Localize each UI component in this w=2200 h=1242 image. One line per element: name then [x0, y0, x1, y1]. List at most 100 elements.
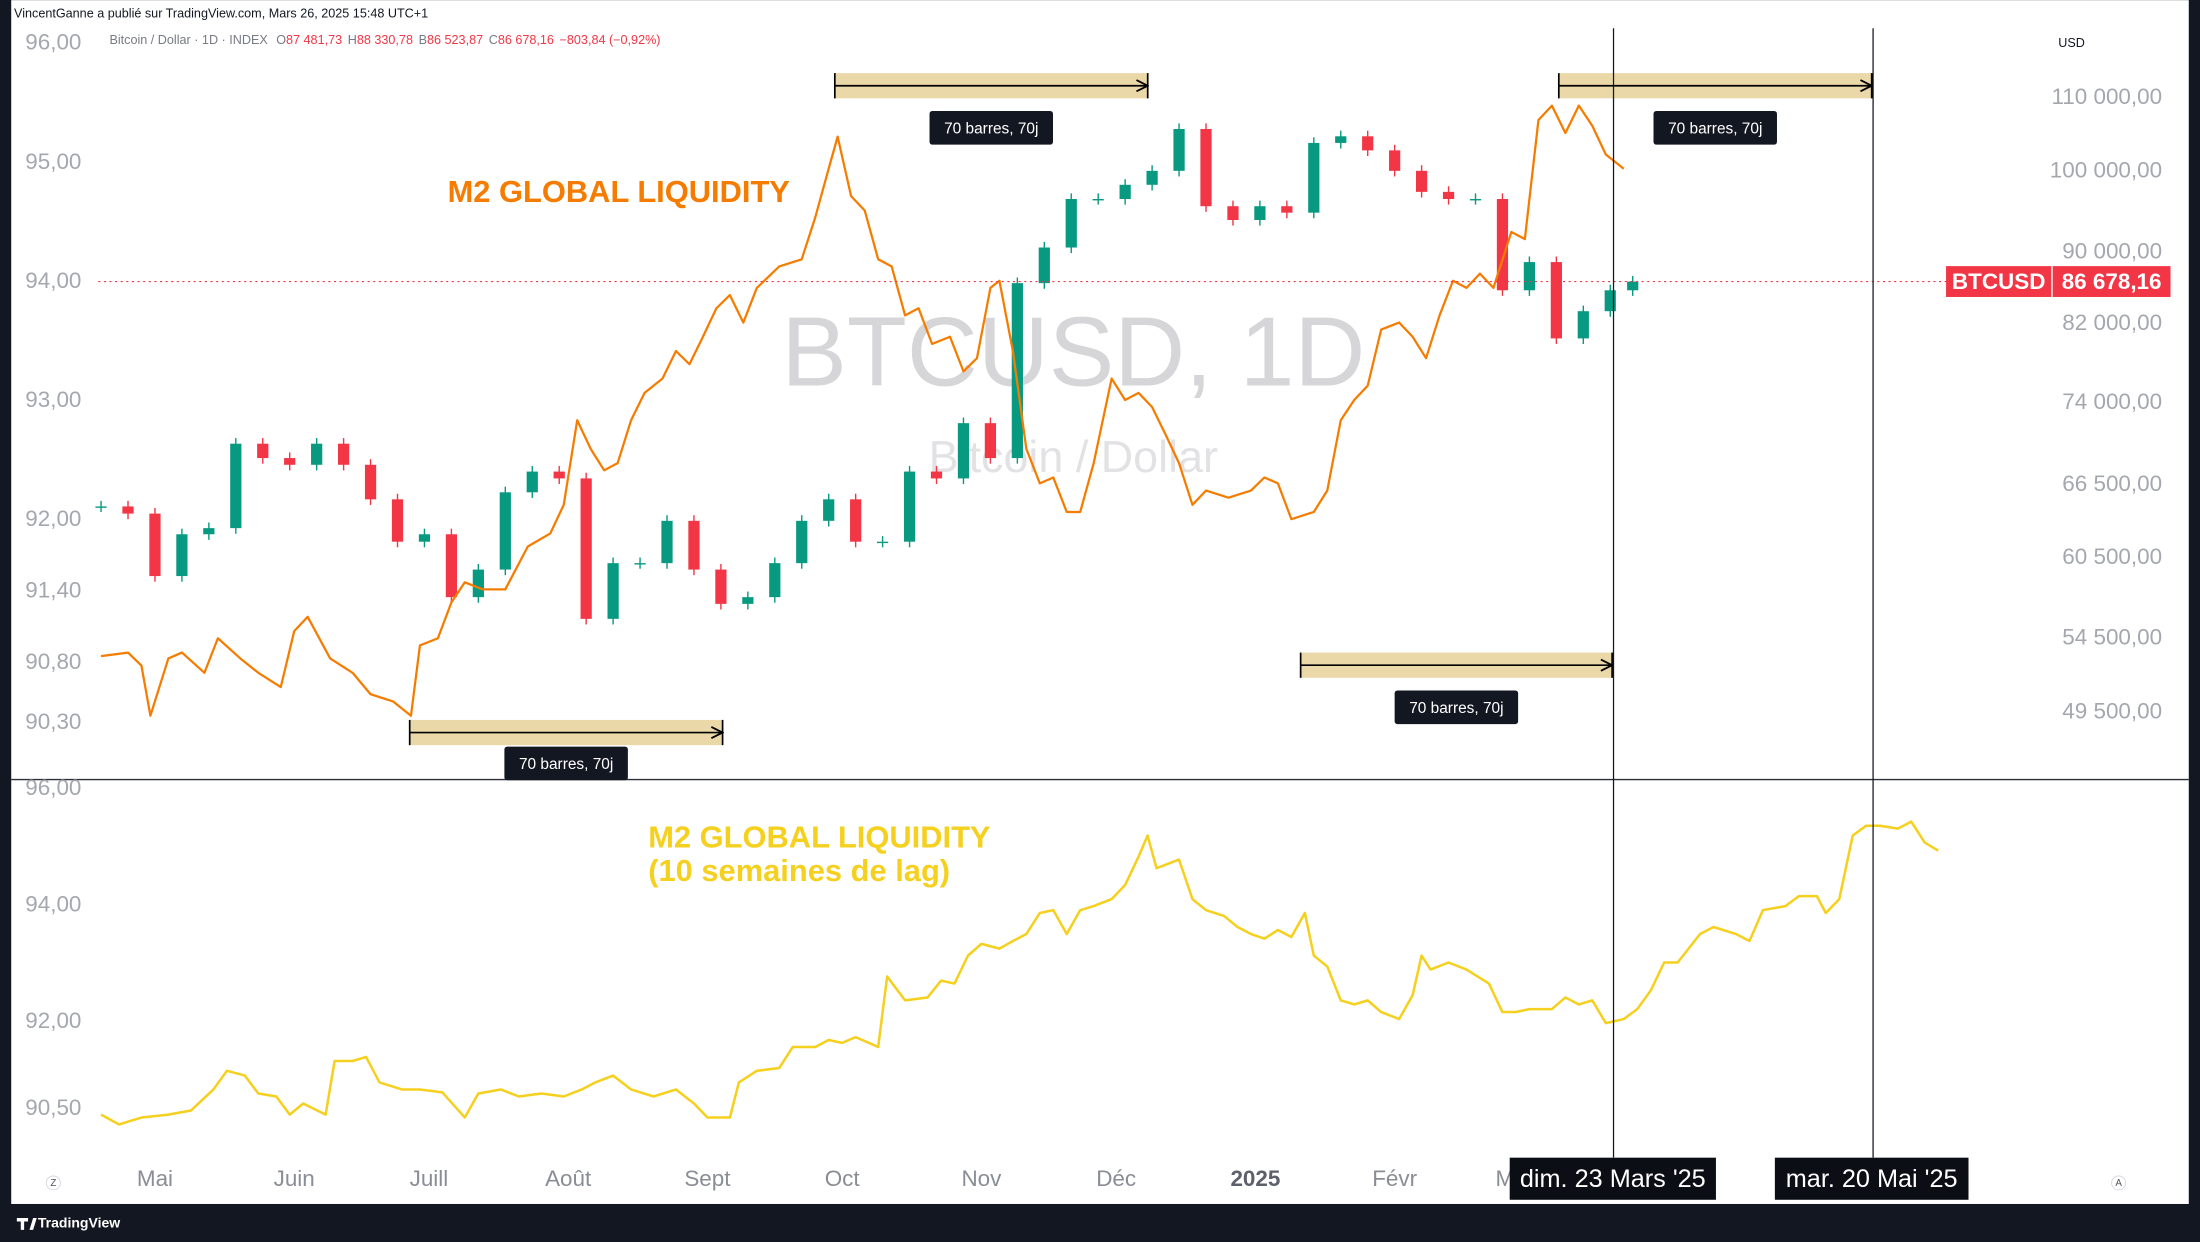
candle-body [1415, 170, 1428, 192]
candle-body [930, 471, 943, 479]
legend-name: Bitcoin / Dollar · 1D · INDEX [109, 33, 268, 47]
candle-body [1146, 170, 1158, 185]
candle-body [1281, 206, 1293, 213]
candle-body [337, 443, 350, 465]
ohlc-key: C [489, 33, 498, 47]
y2-unit: USD [2058, 36, 2085, 50]
candle-body [1254, 206, 1266, 221]
x-tick-label: Oct [825, 1166, 861, 1191]
ohlc-value: 86 678,16 [498, 33, 554, 47]
candle-body [1038, 247, 1050, 284]
y2-tick-label: 82 000,00 [2062, 310, 2162, 335]
publisher: VincentGanne a publié sur TradingView.co… [14, 7, 428, 21]
y2-tick-label: 110 000,00 [2051, 84, 2162, 109]
ruler-label: 70 barres, 70j [944, 120, 1038, 137]
y2-tick-label: 49 500,00 [2062, 698, 2162, 723]
watermark-symbol: BTCUSD, 1D [781, 296, 1365, 406]
annotation: M2 GLOBAL LIQUIDITY [648, 819, 991, 854]
plot-layer: BTCUSD, 1D Bitcoin / Dollar BTCUSD 86 678,1… [25, 28, 2171, 1200]
candle-body [1227, 206, 1239, 221]
y-tick-label: 96,00 [25, 775, 81, 800]
candle-body [957, 423, 970, 479]
candle-body [796, 520, 808, 564]
candle-body [445, 534, 458, 598]
candle-body [1119, 184, 1131, 200]
watermark-description: Bitcoin / Dollar [929, 431, 1218, 482]
candle-body [472, 569, 484, 598]
candle-body [876, 541, 889, 544]
ohlc-value: 86 523,87 [427, 33, 483, 47]
crosshair-label: dim. 23 Mars '25 [1520, 1165, 1706, 1193]
candle-body [1442, 191, 1455, 200]
ruler-label: 70 barres, 70j [519, 756, 613, 773]
ohlc-key: B [419, 33, 427, 47]
ruler-label: 70 barres, 70j [1409, 700, 1503, 717]
annotation: M2 GLOBAL LIQUIDITY [448, 174, 791, 209]
y-tick-label: 95,00 [25, 149, 81, 174]
candle-body [364, 464, 377, 500]
y-tick-label: 90,80 [25, 649, 81, 674]
annotation: (10 semaines de lag) [648, 853, 950, 888]
ruler-label-box [504, 746, 628, 781]
candle-body [284, 458, 296, 465]
candle-body [984, 423, 997, 459]
ruler-label: 70 barres, 70j [1668, 120, 1762, 137]
candle-body [230, 443, 242, 529]
ruler-label-box [1653, 110, 1777, 145]
x-tick-label: Nov [961, 1166, 1002, 1191]
candle-body [553, 471, 565, 479]
series-line [100, 104, 1625, 717]
candle-body [176, 534, 188, 577]
y2-tick-label: 66 500,00 [2062, 471, 2162, 496]
candle-body [1469, 199, 1482, 201]
y-tick-label: 90,50 [25, 1095, 81, 1120]
ruler-label-box [1394, 690, 1519, 725]
candle-body [499, 492, 511, 570]
candle-body [95, 506, 107, 508]
price-tag [2052, 266, 2171, 297]
x-tick-label: 2025 [1230, 1166, 1280, 1191]
y-tick-label: 92,00 [25, 506, 81, 531]
y-tick-label: 90,30 [25, 709, 81, 734]
candle-body [1604, 290, 1616, 312]
y-tick-label: 94,00 [25, 891, 81, 916]
control-label: A [2115, 1178, 2122, 1189]
symbol-tag [1946, 266, 2052, 297]
y-tick-label: 96,00 [25, 30, 81, 55]
candle-body [1577, 311, 1589, 339]
candle-body [1308, 142, 1320, 213]
candle-body [418, 534, 431, 542]
candle-body [1200, 128, 1212, 207]
candle-body [311, 443, 323, 465]
x-tick-label: Juill [410, 1166, 449, 1191]
change: −803,84 (−0,92%) [560, 33, 661, 47]
candle-body [1362, 136, 1374, 151]
bottom-pane [100, 820, 1939, 1126]
y-tick-label: 94,00 [25, 268, 81, 293]
symbol-tag-text: BTCUSD [1952, 269, 2046, 294]
candle-body [1335, 136, 1347, 143]
y-tick-label: 92,00 [25, 1008, 81, 1033]
crosshair-label-box [1509, 1157, 1716, 1200]
x-tick-label: Juin [274, 1166, 315, 1191]
control-button [45, 1175, 61, 1191]
candle-body [661, 520, 673, 564]
control-label: Z [50, 1178, 56, 1189]
candle-body [122, 506, 134, 514]
candle-body [203, 528, 215, 535]
ohlc-value: 87 481,73 [286, 33, 342, 47]
y2-tick-label: 74 000,00 [2062, 389, 2162, 414]
candle-body [742, 597, 754, 604]
candle-body [580, 478, 592, 619]
candle-body [1550, 262, 1562, 339]
candle-body [526, 471, 538, 493]
crosshair-label-box [1774, 1157, 1969, 1200]
x-tick-label: Déc [1096, 1166, 1136, 1191]
y2-tick-label: 54 500,00 [2062, 624, 2162, 649]
candle-body [688, 520, 700, 570]
candle-body [769, 563, 781, 598]
ohlc-value: 88 330,78 [357, 33, 413, 47]
candle-body [715, 569, 727, 604]
footer-logo [16, 1218, 37, 1230]
